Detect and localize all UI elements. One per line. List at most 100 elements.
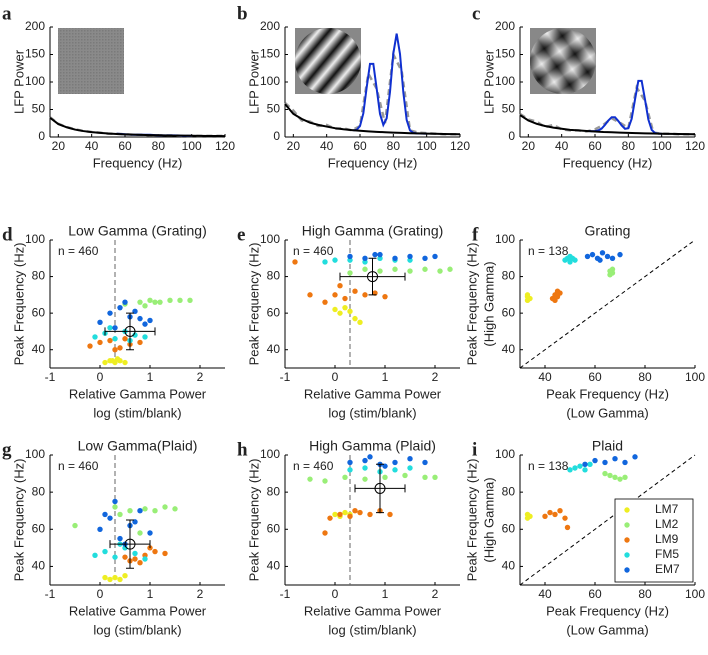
data-point <box>367 454 373 460</box>
x-tick-label: 0 <box>97 370 104 384</box>
x-tick-label: 20 <box>522 139 536 153</box>
mean-marker <box>124 538 136 550</box>
data-point <box>132 550 138 557</box>
y-tick-label: 40 <box>502 342 516 356</box>
data-point <box>122 336 128 342</box>
x-axis-label: Relative Gamma Power <box>69 603 207 618</box>
panel-letter: d <box>2 224 13 245</box>
mean-marker <box>124 325 136 337</box>
x-tick-label: 0 <box>97 587 104 601</box>
data-point <box>362 465 368 471</box>
x-tick-label: 40 <box>555 139 569 153</box>
data-point <box>407 268 413 274</box>
panel-title: High Gamma (Plaid) <box>309 438 436 454</box>
x-axis-label: log (stim/blank) <box>328 405 416 420</box>
data-point <box>337 283 343 289</box>
x-tick-label: 2 <box>197 587 204 601</box>
x-axis-label: log (stim/blank) <box>93 622 181 637</box>
data-point <box>547 509 553 516</box>
y-tick-label: 40 <box>502 559 516 573</box>
data-point <box>362 255 368 261</box>
y-tick-label: 100 <box>495 74 515 88</box>
data-point <box>102 511 108 518</box>
y-tick-label: 0 <box>508 129 515 143</box>
y-tick-label: 150 <box>260 47 280 61</box>
legend-swatch <box>624 522 630 528</box>
data-point <box>622 474 628 480</box>
data-point <box>307 292 313 298</box>
sample-size: n = 460 <box>293 244 334 258</box>
panel-title: Grating <box>585 223 631 239</box>
data-point <box>347 513 353 519</box>
x-axis-label: Relative Gamma Power <box>69 386 207 401</box>
data-point <box>107 337 113 344</box>
data-point <box>447 266 453 272</box>
y-tick-label: 80 <box>267 269 281 283</box>
data-point <box>342 474 348 480</box>
legend-label: LM9 <box>655 532 679 546</box>
data-point <box>337 511 343 518</box>
y-axis-label: Peak Frequency (Hz) <box>246 459 261 582</box>
data-point <box>107 576 113 583</box>
data-point <box>112 504 118 510</box>
data-point <box>552 297 558 304</box>
data-point <box>557 508 563 514</box>
data-point <box>292 259 298 265</box>
data-point <box>347 253 353 260</box>
data-point <box>377 268 383 274</box>
legend-label: LM2 <box>655 517 679 531</box>
data-point <box>122 554 128 560</box>
data-point <box>609 255 616 261</box>
data-point <box>589 251 596 258</box>
data-point <box>597 257 603 263</box>
y-axis-label: Peak Frequency (Hz) <box>11 459 26 582</box>
data-point <box>114 356 121 362</box>
data-point <box>347 459 353 466</box>
data-point <box>572 465 578 471</box>
data-point <box>109 357 116 364</box>
data-point <box>92 552 98 558</box>
data-point <box>527 513 533 519</box>
data-point <box>322 299 328 305</box>
data-point <box>127 508 133 514</box>
x-tick-label: -1 <box>280 370 291 384</box>
x-axis-label: log (stim/blank) <box>93 405 181 420</box>
data-point <box>142 552 148 558</box>
data-point <box>632 454 638 460</box>
x-axis-label: Peak Frequency (Hz) <box>546 603 669 618</box>
data-point <box>117 535 123 542</box>
data-point <box>382 463 388 469</box>
data-point <box>407 253 413 260</box>
data-point <box>137 560 143 566</box>
x-tick-label: 100 <box>417 139 437 153</box>
data-point <box>352 315 358 322</box>
x-tick-label: 80 <box>638 587 652 601</box>
data-point <box>142 506 148 512</box>
x-axis-label: Frequency (Hz) <box>93 155 183 170</box>
data-point <box>132 519 138 525</box>
y-tick-label: 0 <box>38 129 45 143</box>
y-tick-label: 150 <box>495 47 515 61</box>
y-tick-label: 50 <box>502 102 516 116</box>
data-point <box>137 339 143 346</box>
x-tick-label: 0 <box>332 587 339 601</box>
x-axis-label: (Low Gamma) <box>566 405 648 420</box>
data-point <box>567 253 573 260</box>
x-tick-label: 40 <box>538 370 552 384</box>
y-tick-label: 60 <box>267 305 281 319</box>
panel-letter: a <box>2 3 12 24</box>
legend-label: EM7 <box>655 562 680 576</box>
data-point <box>307 476 313 482</box>
panel-letter: g <box>2 439 12 460</box>
data-point <box>612 474 618 480</box>
y-tick-label: 60 <box>502 305 516 319</box>
y-tick-label: 80 <box>32 484 46 498</box>
data-point <box>122 359 128 366</box>
data-point <box>572 257 578 263</box>
data-point <box>542 513 548 519</box>
data-point <box>362 457 368 464</box>
y-tick-label: 80 <box>267 484 281 498</box>
data-point <box>322 530 328 536</box>
data-point <box>552 511 558 518</box>
data-point <box>112 574 118 581</box>
